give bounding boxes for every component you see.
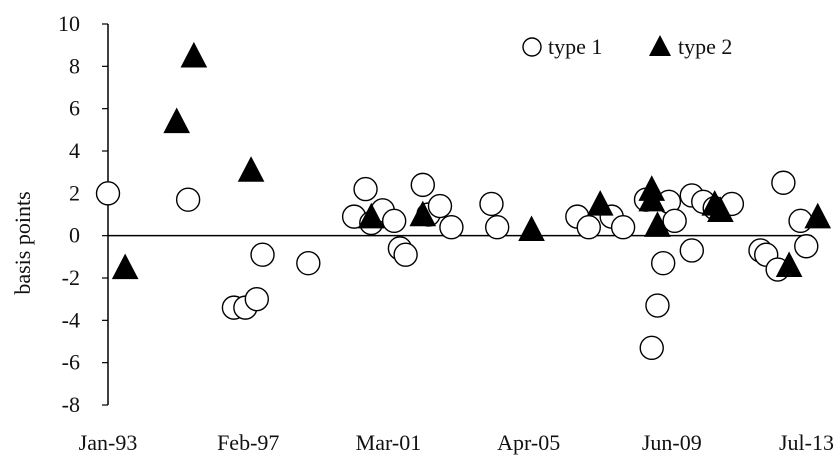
y-tick-label: -4	[62, 307, 80, 332]
data-point-circle	[679, 238, 705, 263]
legend-label: type 1	[548, 34, 602, 59]
data-point-circle	[650, 250, 676, 276]
data-point-circle	[771, 170, 796, 195]
y-tick-label: 10	[58, 11, 80, 36]
data-point-triangle	[237, 156, 265, 182]
series-2	[111, 41, 832, 280]
data-point-circle	[427, 193, 453, 219]
data-point-circle	[381, 208, 407, 234]
data-point-circle	[645, 293, 670, 318]
y-tick-label: 6	[69, 96, 80, 121]
data-point-triangle	[409, 200, 437, 227]
legend: type 1 type 2	[522, 34, 732, 59]
series-1	[95, 170, 819, 361]
legend-item-2: type 2	[649, 34, 732, 59]
data-point-triangle	[163, 107, 191, 134]
data-point-circle	[639, 335, 664, 361]
legend-item-1: type 1	[522, 34, 602, 59]
data-point-circle	[296, 250, 321, 276]
x-tick-label: Jan-93	[79, 430, 138, 455]
data-point-triangle	[707, 196, 734, 223]
data-point-circle	[610, 214, 636, 240]
legend-label: type 2	[678, 34, 732, 59]
x-tick-label: Feb-97	[217, 430, 279, 455]
data-point-circle	[244, 286, 270, 312]
y-tick-label: -2	[62, 265, 80, 290]
data-point-circle	[95, 181, 121, 206]
data-point-circle	[410, 172, 435, 198]
legend-marker-circle	[522, 37, 542, 57]
data-point-circle	[393, 242, 418, 267]
data-point-circle	[485, 214, 510, 240]
data-point-circle	[662, 208, 687, 234]
x-tick-label: Apr-05	[497, 430, 560, 455]
series-layer	[95, 41, 832, 361]
x-axis: Jan-93 Feb-97 Mar-01 Apr-05 Jun-09 Jul-13	[79, 234, 834, 455]
y-tick-label: 4	[69, 138, 80, 163]
y-tick-label: -8	[62, 392, 80, 417]
y-axis-title: basis points	[10, 191, 35, 294]
x-tick-label: Jun-09	[642, 430, 702, 455]
data-point-triangle	[644, 211, 671, 237]
data-point-circle	[175, 187, 201, 212]
data-point-circle	[439, 214, 464, 240]
data-point-triangle	[518, 215, 545, 242]
data-point-triangle	[638, 185, 666, 212]
data-point-circle	[479, 191, 504, 217]
data-point-triangle	[775, 251, 803, 278]
x-tick-label: Mar-01	[356, 430, 422, 455]
y-tick-label: 8	[69, 53, 80, 78]
y-axis: -8 -6 -4 -2 0 2 4 6 8 10	[58, 11, 109, 417]
data-point-circle	[794, 234, 819, 259]
data-point-triangle	[586, 190, 614, 216]
y-tick-label: 2	[69, 180, 80, 205]
data-point-circle	[250, 242, 275, 267]
data-point-triangle	[357, 202, 385, 229]
y-tick-label: 0	[69, 223, 80, 248]
data-point-triangle	[804, 202, 832, 229]
y-tick-label: -6	[62, 350, 80, 375]
data-point-triangle	[180, 41, 208, 68]
data-point-circle	[576, 214, 601, 240]
data-point-triangle	[111, 253, 139, 280]
x-tick-label: Jul-13	[779, 430, 834, 455]
data-point-circle	[353, 176, 378, 202]
legend-marker-triangle	[649, 35, 671, 56]
